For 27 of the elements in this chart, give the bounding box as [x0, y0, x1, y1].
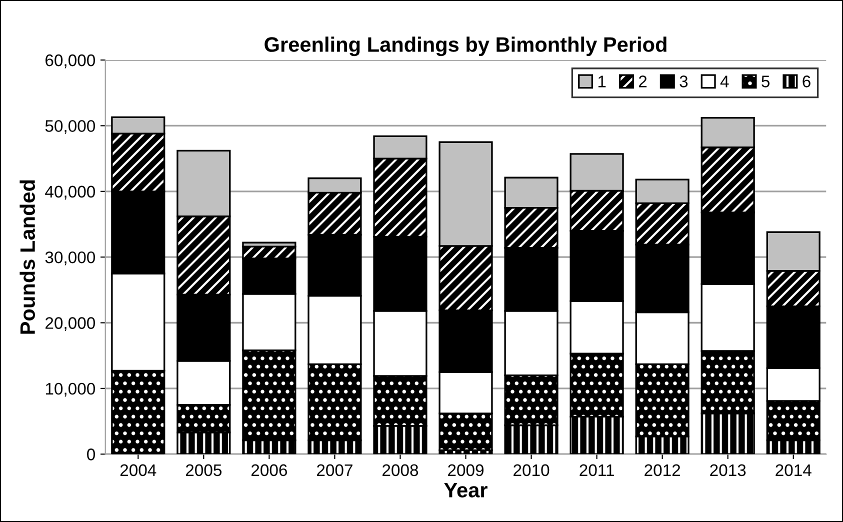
y-tick-label: 40,000 [45, 186, 96, 200]
x-tick-label: 2010 [514, 464, 550, 476]
x-tick-label: 2013 [710, 464, 746, 476]
y-axis-title: Pounds Landed [20, 180, 36, 334]
y-tick-label: 20,000 [46, 317, 96, 331]
x-tick-label: 2006 [251, 464, 287, 476]
x-tick-label: 2012 [644, 464, 680, 476]
y-tick-label: 30,000 [45, 251, 96, 266]
x-tick-label: 2004 [120, 464, 156, 476]
legend-label: 2 [638, 76, 647, 88]
y-tick-label: 0 [87, 448, 95, 460]
legend-label: 4 [720, 76, 729, 88]
y-tick-label: 60,000 [46, 54, 96, 68]
x-tick-label: 2009 [448, 464, 484, 476]
legend-label: 1 [598, 76, 606, 88]
x-tick-label: 2007 [317, 464, 352, 476]
x-tick-label: 2014 [776, 464, 812, 476]
legend-label: 3 [680, 76, 688, 88]
legend-label: 5 [762, 76, 770, 88]
x-tick-label: 2008 [382, 464, 418, 476]
legend-label: 6 [802, 76, 810, 88]
chart-title: Greenling Landings by Bimonthly Period [264, 36, 666, 56]
y-tick-label: 50,000 [45, 120, 96, 134]
x-tick-label: 2011 [580, 464, 614, 476]
x-axis-title: Year [444, 482, 488, 498]
y-tick-label: 10,000 [46, 382, 96, 397]
x-tick-label: 2005 [186, 464, 222, 476]
